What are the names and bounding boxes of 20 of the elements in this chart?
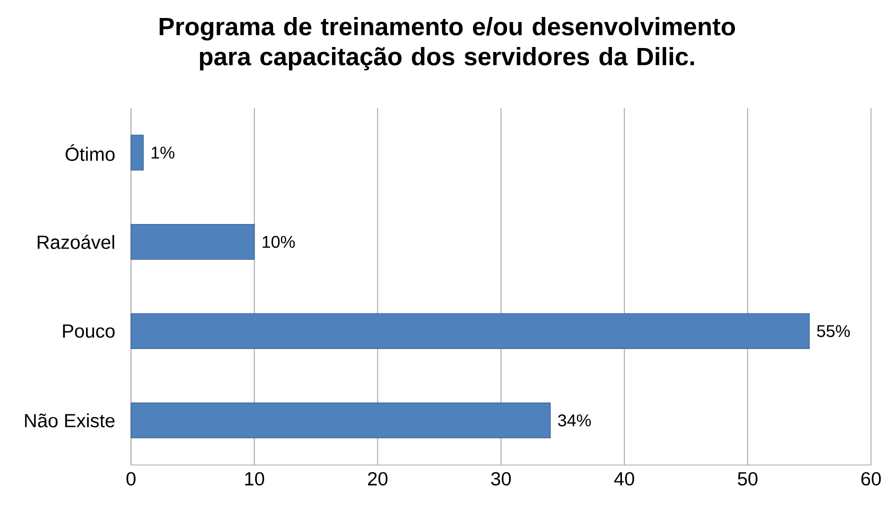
y-tick-label: Pouco bbox=[63, 324, 115, 338]
x-tick-label: 40 bbox=[614, 472, 634, 486]
y-tick-label: Razoável bbox=[38, 234, 114, 249]
x-tick-label: 30 bbox=[491, 472, 511, 486]
chart-title: Programa de treinamento e/ou desenvolvimento para capacitação dos servidores da Dilic. bbox=[160, 17, 735, 70]
x-tick-label: 50 bbox=[738, 472, 758, 486]
data-label: 10% bbox=[262, 236, 295, 248]
x-tick-label: 10 bbox=[245, 472, 264, 486]
y-tick-label: Não Existe bbox=[25, 413, 115, 428]
bar bbox=[130, 402, 551, 438]
x-tick-label: 20 bbox=[368, 472, 388, 486]
data-label: 34% bbox=[558, 414, 591, 426]
x-tick-label: 60 bbox=[861, 472, 881, 486]
data-label: 55% bbox=[817, 325, 850, 338]
bar bbox=[130, 224, 255, 260]
x-tick-label: 0 bbox=[126, 472, 136, 486]
bar bbox=[130, 134, 144, 171]
data-label: 1% bbox=[152, 146, 174, 159]
y-tick-label: Ótimo bbox=[66, 144, 115, 161]
bar bbox=[130, 313, 810, 350]
